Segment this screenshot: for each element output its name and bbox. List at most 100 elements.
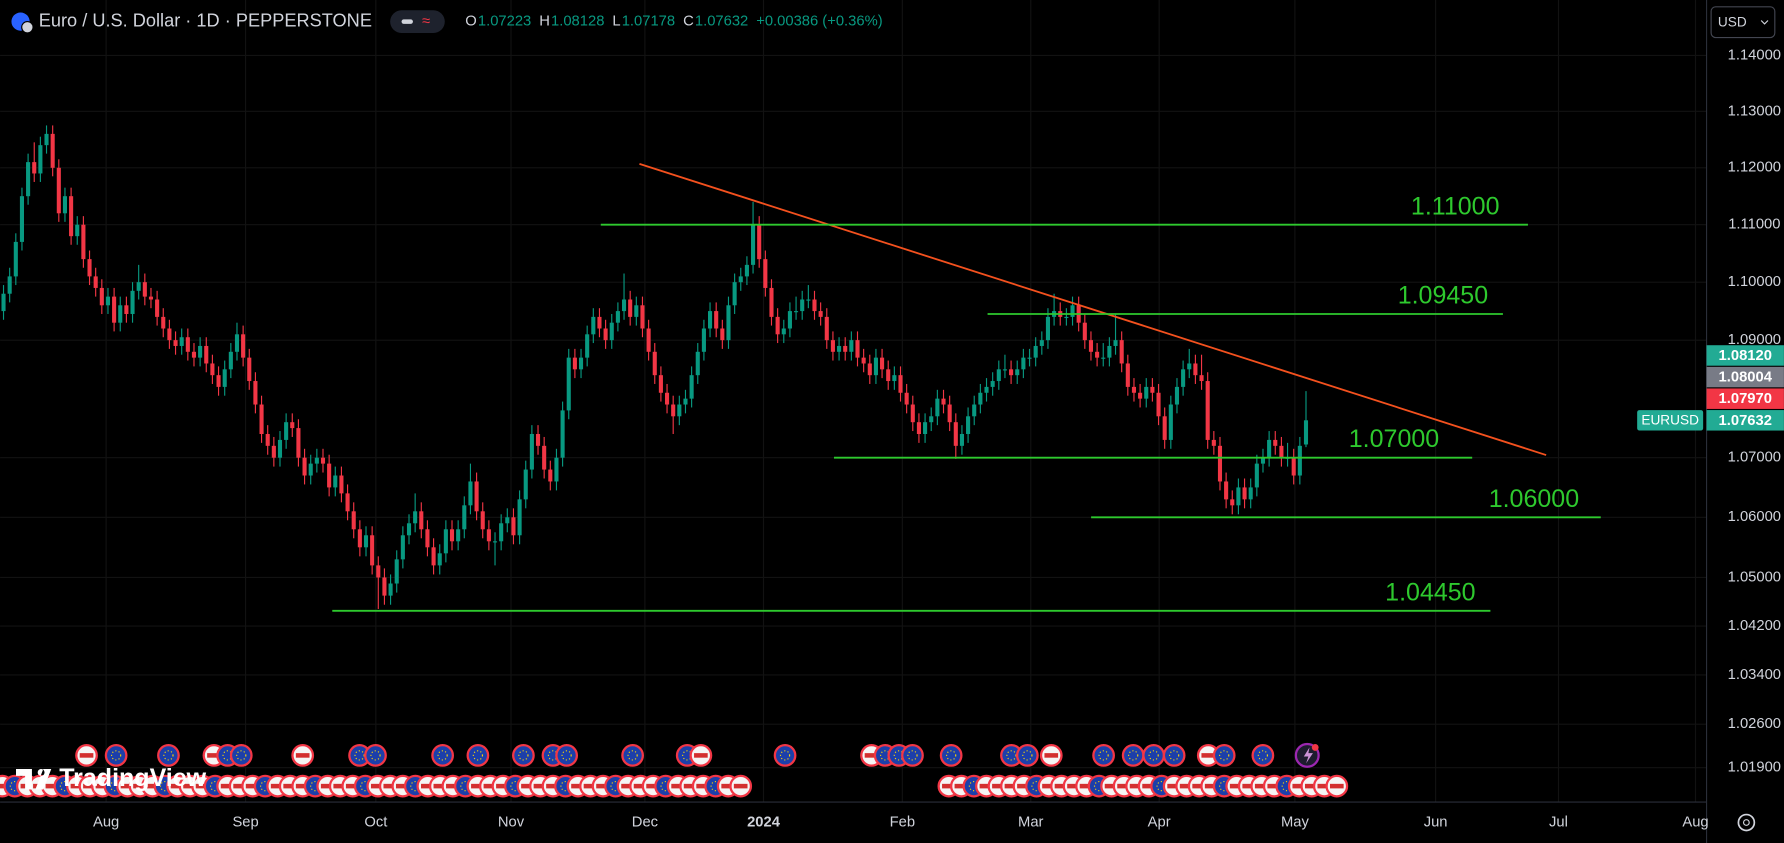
us-flag-stripe: [1079, 783, 1094, 789]
eu-stars: [1022, 750, 1033, 761]
candle-body: [32, 162, 37, 174]
settings-icon-core: [1742, 819, 1750, 826]
candle-body: [732, 282, 737, 306]
candle-body: [628, 299, 633, 317]
currency-box[interactable]: [1710, 6, 1776, 39]
candle-body: [425, 529, 430, 548]
candle-body: [959, 434, 964, 446]
candle-body: [923, 422, 928, 435]
us-flag-stripe: [395, 783, 410, 789]
eu-event: [901, 744, 924, 767]
us-flag-stripe: [1201, 753, 1216, 758]
candle-body: [726, 305, 731, 341]
ohlc-value: 1.08128: [551, 14, 604, 30]
us-flag-stripe: [133, 783, 147, 789]
candle-body: [363, 535, 369, 548]
us-flag-stripe: [345, 783, 360, 789]
y-tick-label: 1.13000: [1728, 103, 1781, 119]
us-flag-stripe: [370, 783, 385, 789]
eu-stars: [236, 750, 247, 761]
candle-body: [511, 517, 516, 536]
candle-body: [296, 428, 301, 458]
us-flag-stripe: [295, 753, 310, 758]
us-flag-stripe: [170, 783, 185, 789]
price-change: +0.00386 (+0.36%): [756, 14, 882, 30]
eu-stars: [907, 750, 918, 761]
candle-body: [1291, 457, 1296, 476]
candle-body: [406, 523, 412, 536]
candle-body: [456, 529, 461, 542]
level-label: 1.07000: [1349, 425, 1439, 453]
candle-body: [1193, 363, 1198, 376]
candle-body: [314, 457, 319, 464]
candle-body: [566, 357, 571, 411]
candle-body: [1242, 487, 1247, 500]
candle-body: [81, 224, 86, 260]
candle-body: [155, 299, 160, 317]
us-flag-stripe: [521, 783, 535, 789]
candle-body: [284, 422, 289, 440]
candle-body: [886, 369, 891, 382]
candle-body: [400, 535, 405, 560]
candle-body: [1279, 445, 1284, 458]
us-flag-stripe: [1317, 783, 1332, 789]
eu-stars: [472, 750, 484, 761]
candle-body: [449, 529, 455, 542]
candle-body: [1113, 340, 1118, 346]
candle-body: [652, 351, 657, 376]
candle-body: [751, 224, 756, 265]
candle-body: [376, 565, 381, 578]
candle-body: [204, 345, 209, 364]
trendline: [639, 162, 1547, 456]
candle-body: [548, 469, 553, 482]
candle-body: [591, 316, 596, 335]
dropdown-arrow: [1760, 20, 1769, 25]
candle-body: [769, 287, 774, 317]
candle-body: [1150, 386, 1155, 393]
settings-button[interactable]: [1737, 813, 1756, 832]
candle-body: [634, 305, 639, 317]
candle-body: [1138, 392, 1143, 399]
us-flag-stripe: [1104, 783, 1119, 789]
candle-body: [671, 404, 676, 417]
candle-body: [1267, 439, 1272, 458]
candle-body: [105, 296, 111, 306]
candle-body: [806, 299, 811, 301]
y-tick-label: 1.14000: [1728, 47, 1781, 63]
candle-body: [1101, 357, 1106, 359]
candle-body: [271, 445, 276, 458]
ohlc-label: C: [683, 14, 694, 30]
candle-body: [664, 392, 670, 405]
eu-stars: [561, 750, 572, 761]
candle-body: [824, 316, 829, 341]
eu-stars: [627, 750, 638, 761]
settings-icon[interactable]: [1737, 813, 1756, 832]
candle-body: [327, 463, 332, 488]
us-flag-stripe: [1192, 783, 1206, 789]
candle-body: [277, 439, 283, 458]
candle-body: [763, 259, 768, 288]
candle-body: [744, 264, 749, 277]
candle-body: [1015, 369, 1020, 376]
candle-body: [615, 311, 620, 323]
us-flag-stripe: [446, 783, 460, 789]
currency-label[interactable]: USD: [1718, 14, 1747, 29]
us-flag-stripe: [942, 783, 956, 789]
us-flag-stripe: [70, 783, 85, 789]
brand-name: TradingView: [59, 764, 206, 792]
y-tick-label: 1.11000: [1728, 217, 1780, 233]
currency-button[interactable]: USD: [1710, 6, 1776, 39]
eu-event: [104, 744, 128, 767]
us-flag-stripe: [496, 783, 510, 789]
us-flag-stripe: [45, 783, 60, 789]
us-flag-stripe: [1179, 783, 1194, 789]
eu-stars: [1169, 750, 1180, 761]
candle-body: [351, 511, 356, 530]
candle-body: [1199, 375, 1204, 382]
candle-body: [179, 337, 184, 346]
candle-body: [701, 328, 706, 352]
candle-body: [849, 340, 854, 352]
us-flag-stripe: [646, 783, 660, 789]
us-flag-stripe: [283, 783, 298, 789]
candle-body: [1162, 416, 1167, 440]
